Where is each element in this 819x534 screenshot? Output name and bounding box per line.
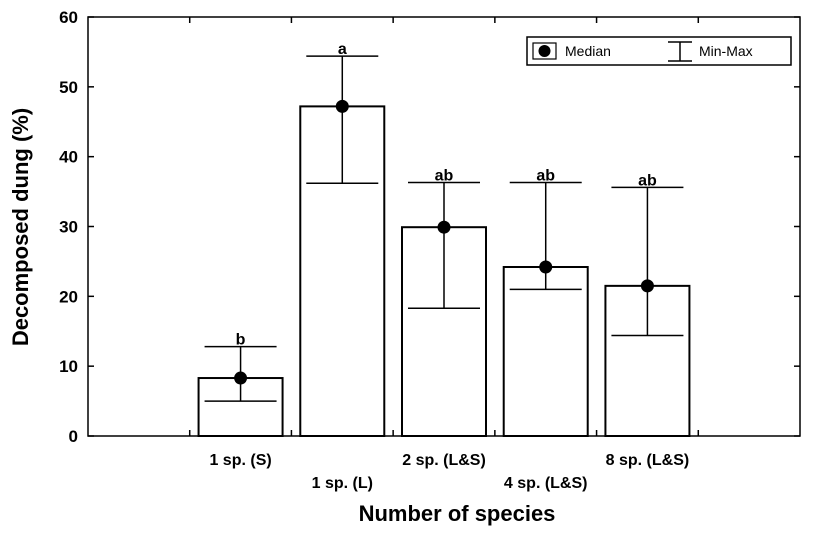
x-axis-label: Number of species [359, 501, 556, 526]
median-marker [640, 279, 654, 293]
bars [197, 105, 691, 438]
x-tick-label: 1 sp. (L) [312, 475, 373, 492]
y-tick-label: 10 [59, 357, 78, 376]
x-tick-label: 1 sp. (S) [209, 452, 271, 469]
legend-box [526, 36, 792, 66]
y-axis-ticks: 0 10 20 30 40 50 60 [59, 8, 800, 446]
significance-letter: ab [536, 168, 555, 185]
y-tick-label: 40 [59, 148, 78, 167]
significance-letter: b [236, 332, 246, 349]
y-tick-label: 0 [69, 427, 78, 446]
y-tick-label: 30 [59, 218, 78, 237]
significance-letter: a [338, 41, 347, 58]
median-markers [234, 99, 654, 385]
y-axis-label: Decomposed dung (%) [8, 108, 33, 346]
y-tick-label: 20 [59, 287, 78, 306]
legend-minmax-label: Min-Max [699, 43, 753, 59]
significance-letter: ab [435, 168, 454, 185]
legend: Median Min-Max [526, 36, 792, 66]
y-tick-label: 60 [59, 8, 78, 27]
significance-letters: b a ab ab ab [236, 41, 657, 349]
y-tick-label: 50 [59, 78, 78, 97]
legend-median-label: Median [565, 43, 611, 59]
legend-median-dot [538, 45, 551, 57]
median-marker [335, 99, 349, 113]
legend-minmax-whisker-icon [668, 41, 692, 62]
median-marker [234, 371, 248, 385]
x-tick-label: 2 sp. (L&S) [402, 452, 486, 469]
significance-letter: ab [638, 172, 657, 189]
median-marker [437, 220, 451, 234]
x-axis-ticks: 1 sp. (S) 1 sp. (L) 2 sp. (L&S) 4 sp. (L&S)… [188, 17, 700, 492]
median-marker [539, 260, 553, 274]
bar [502, 266, 589, 437]
x-tick-label: 8 sp. (L&S) [606, 452, 690, 469]
x-tick-label: 4 sp. (L&S) [504, 475, 588, 492]
